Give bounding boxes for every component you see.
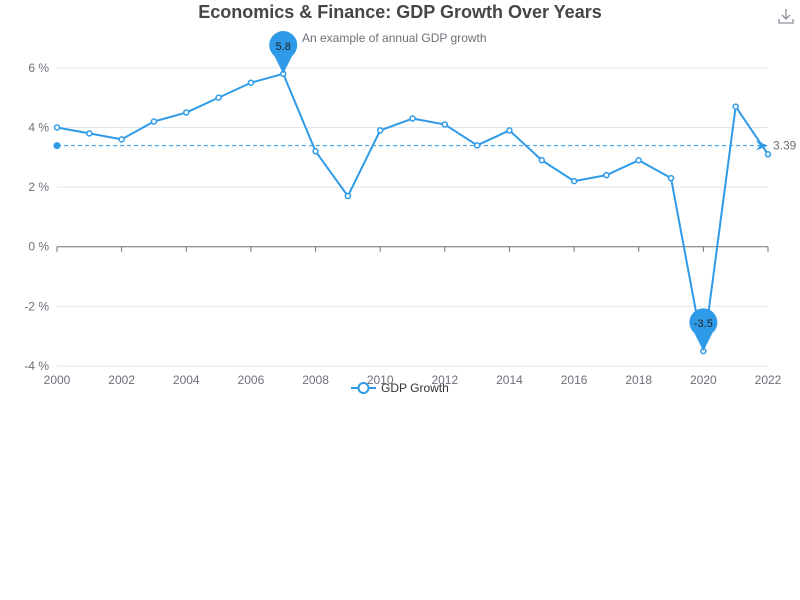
data-point (247, 79, 255, 86)
data-point (183, 109, 190, 116)
y-axis: -4 % -2 % 0 % 2 % 4 % 6 % (24, 61, 49, 373)
x-tick-label: 2008 (302, 373, 329, 387)
mark-line-label: 3.39 (773, 139, 797, 153)
y-tick-label: 4 % (28, 120, 49, 134)
x-axis: 2000 2002 2004 2006 2008 2010 2012 2014 2016 2018… (44, 246, 782, 387)
data-point (118, 136, 125, 143)
x-tick-label: 2000 (44, 373, 71, 387)
data-point (150, 118, 158, 125)
average-mark-line: 3.39 (53, 139, 797, 153)
y-tick-label: 2 % (28, 180, 49, 194)
legend-label[interactable]: GDP Growth (381, 381, 449, 395)
mark-point-pin (689, 308, 718, 352)
mark-point: 5.8 (269, 31, 298, 74)
data-point (312, 148, 319, 155)
data-point (667, 174, 675, 182)
y-tick-label: 0 % (28, 240, 49, 254)
data-point (53, 124, 61, 131)
x-tick-label: 2020 (690, 373, 717, 387)
data-point (473, 142, 481, 149)
data-point (506, 127, 513, 134)
x-tick-label: 2010 (367, 373, 394, 387)
x-tick-label: 2012 (431, 373, 458, 387)
data-point (409, 115, 416, 122)
download-icon (778, 9, 794, 24)
legend-symbol[interactable] (357, 382, 370, 394)
data-point (344, 192, 352, 200)
y-tick-label: -4 % (24, 359, 49, 373)
mark-points: 5.8 -3.5 (269, 31, 718, 352)
y-tick-label: 6 % (28, 61, 49, 75)
legend[interactable]: GDP Growth (351, 381, 449, 395)
series-gdp-growth (53, 70, 772, 355)
download-button[interactable] (776, 6, 796, 26)
mark-line-start (53, 142, 61, 150)
chart-subtitle: An example of annual GDP growth (302, 31, 487, 45)
x-tick-label: 2002 (108, 373, 135, 387)
data-point (215, 94, 222, 101)
data-point (376, 127, 384, 134)
x-tick-label: 2016 (561, 373, 588, 387)
data-point (86, 130, 93, 137)
y-tick-label: -2 % (24, 299, 49, 313)
x-tick-label: 2022 (755, 373, 782, 387)
data-point (635, 157, 642, 164)
data-point (603, 171, 610, 179)
data-point (441, 121, 449, 128)
mark-point-pin (269, 31, 298, 74)
mark-point-label: -3.5 (694, 318, 713, 330)
mark-point: -3.5 (689, 308, 718, 352)
x-tick-label: 2018 (625, 373, 652, 387)
data-point (538, 157, 546, 164)
data-point (732, 103, 739, 110)
x-tick-label: 2004 (173, 373, 200, 387)
chart-title: Economics & Finance: GDP Growth Over Yea… (198, 2, 602, 22)
mark-point-label: 5.8 (276, 41, 291, 53)
grid-lines (57, 67, 768, 367)
data-point (570, 177, 578, 185)
data-point (764, 151, 772, 158)
x-tick-label: 2006 (238, 373, 265, 387)
x-tick-label: 2014 (496, 373, 523, 387)
